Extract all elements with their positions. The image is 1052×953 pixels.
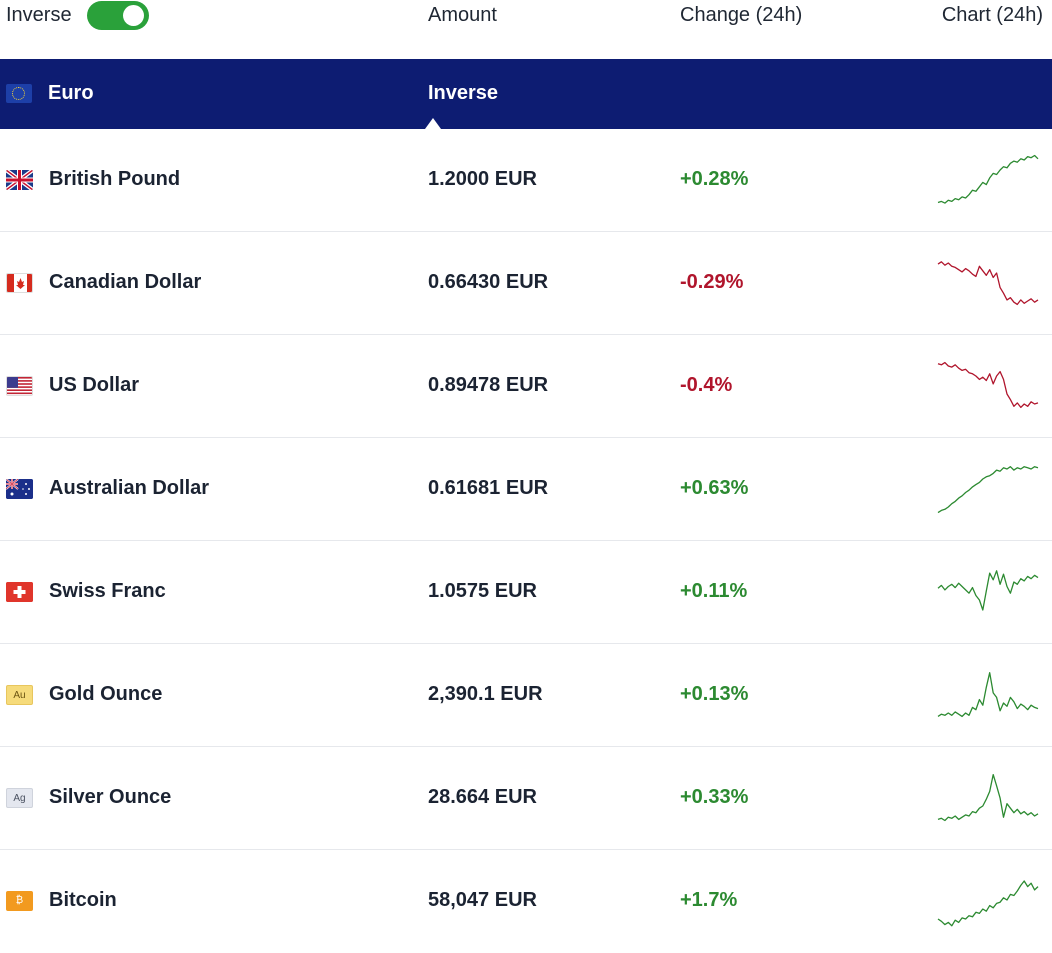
gold-metal-icon: Au [6, 685, 33, 705]
list-item[interactable]: ₿ Bitcoin 58,047 EUR +1.7% [0, 850, 1052, 953]
change-24h: +0.33% [680, 786, 748, 809]
sparkline-chart [936, 662, 1040, 726]
currency-name: Swiss Franc [49, 580, 166, 603]
sparkline-chart [936, 559, 1040, 623]
currency-amount: 0.89478 EUR [428, 374, 548, 397]
bitcoin-icon: ₿ [6, 891, 33, 911]
currency-name: Canadian Dollar [49, 271, 201, 294]
list-item[interactable]: Swiss Franc 1.0575 EUR +0.11% [0, 541, 1052, 644]
currency-amount: 0.66430 EUR [428, 271, 548, 294]
sparkline-path [938, 262, 1038, 305]
sparkline-chart [936, 456, 1040, 520]
eu-flag-icon [6, 84, 32, 103]
list-item[interactable]: Ag Silver Ounce 28.664 EUR +0.33% [0, 747, 1052, 850]
au-flag-icon [6, 479, 33, 499]
sparkline-path [938, 467, 1038, 513]
us-flag-icon [6, 376, 33, 396]
currency-amount: 1.2000 EUR [428, 168, 537, 191]
currency-amount: 2,390.1 EUR [428, 683, 543, 706]
list-item[interactable]: British Pound 1.2000 EUR +0.28% [0, 129, 1052, 232]
sparkline-path [938, 571, 1038, 610]
list-item[interactable]: Canadian Dollar 0.66430 EUR -0.29% [0, 232, 1052, 335]
list-item[interactable]: US Dollar 0.89478 EUR -0.4% [0, 335, 1052, 438]
change-24h: +0.28% [680, 168, 748, 191]
sparkline-path [938, 673, 1038, 717]
change-24h: -0.4% [680, 374, 732, 397]
currency-list: British Pound 1.2000 EUR +0.28% Canadian Do… [0, 129, 1052, 953]
gb-flag-icon [6, 170, 33, 190]
list-item[interactable]: Au Gold Ounce 2,390.1 EUR +0.13% [0, 644, 1052, 747]
sparkline-chart [936, 250, 1040, 314]
change-24h: +0.13% [680, 683, 748, 706]
base-currency-name: Euro [48, 82, 94, 105]
sparkline-chart [936, 353, 1040, 417]
ch-flag-icon [6, 582, 33, 602]
base-currency-banner[interactable]: Euro Inverse [0, 59, 1052, 129]
base-mode-label: Inverse [428, 82, 498, 105]
currency-name: Bitcoin [49, 889, 117, 912]
currency-name: Gold Ounce [49, 683, 162, 706]
sparkline-chart [936, 868, 1040, 932]
table-header: Inverse Amount Change (24h) Chart (24h) [0, 0, 1052, 59]
column-header-chart: Chart (24h) [942, 4, 1043, 27]
sparkline-path [938, 156, 1038, 204]
currency-amount: 28.664 EUR [428, 786, 537, 809]
currency-name: US Dollar [49, 374, 139, 397]
sparkline-chart [936, 147, 1040, 211]
currency-amount: 1.0575 EUR [428, 580, 537, 603]
change-24h: +0.63% [680, 477, 748, 500]
column-header-amount[interactable]: Amount [428, 4, 497, 27]
currency-name: Australian Dollar [49, 477, 209, 500]
currency-amount: 58,047 EUR [428, 889, 537, 912]
currency-name: British Pound [49, 168, 180, 191]
sparkline-path [938, 363, 1038, 408]
column-header-change[interactable]: Change (24h) [680, 4, 802, 27]
sparkline-path [938, 881, 1038, 926]
currency-amount: 0.61681 EUR [428, 477, 548, 500]
list-item[interactable]: Australian Dollar 0.61681 EUR +0.63% [0, 438, 1052, 541]
ca-flag-icon [6, 273, 33, 293]
change-24h: +0.11% [680, 580, 747, 603]
inverse-label: Inverse [6, 4, 72, 27]
caret-up-icon [425, 118, 441, 129]
inverse-toggle[interactable] [87, 1, 149, 30]
silver-metal-icon: Ag [6, 788, 33, 808]
sparkline-chart [936, 765, 1040, 829]
sparkline-path [938, 775, 1038, 821]
toggle-knob [123, 5, 144, 26]
currency-name: Silver Ounce [49, 786, 171, 809]
change-24h: -0.29% [680, 271, 743, 294]
change-24h: +1.7% [680, 889, 737, 912]
